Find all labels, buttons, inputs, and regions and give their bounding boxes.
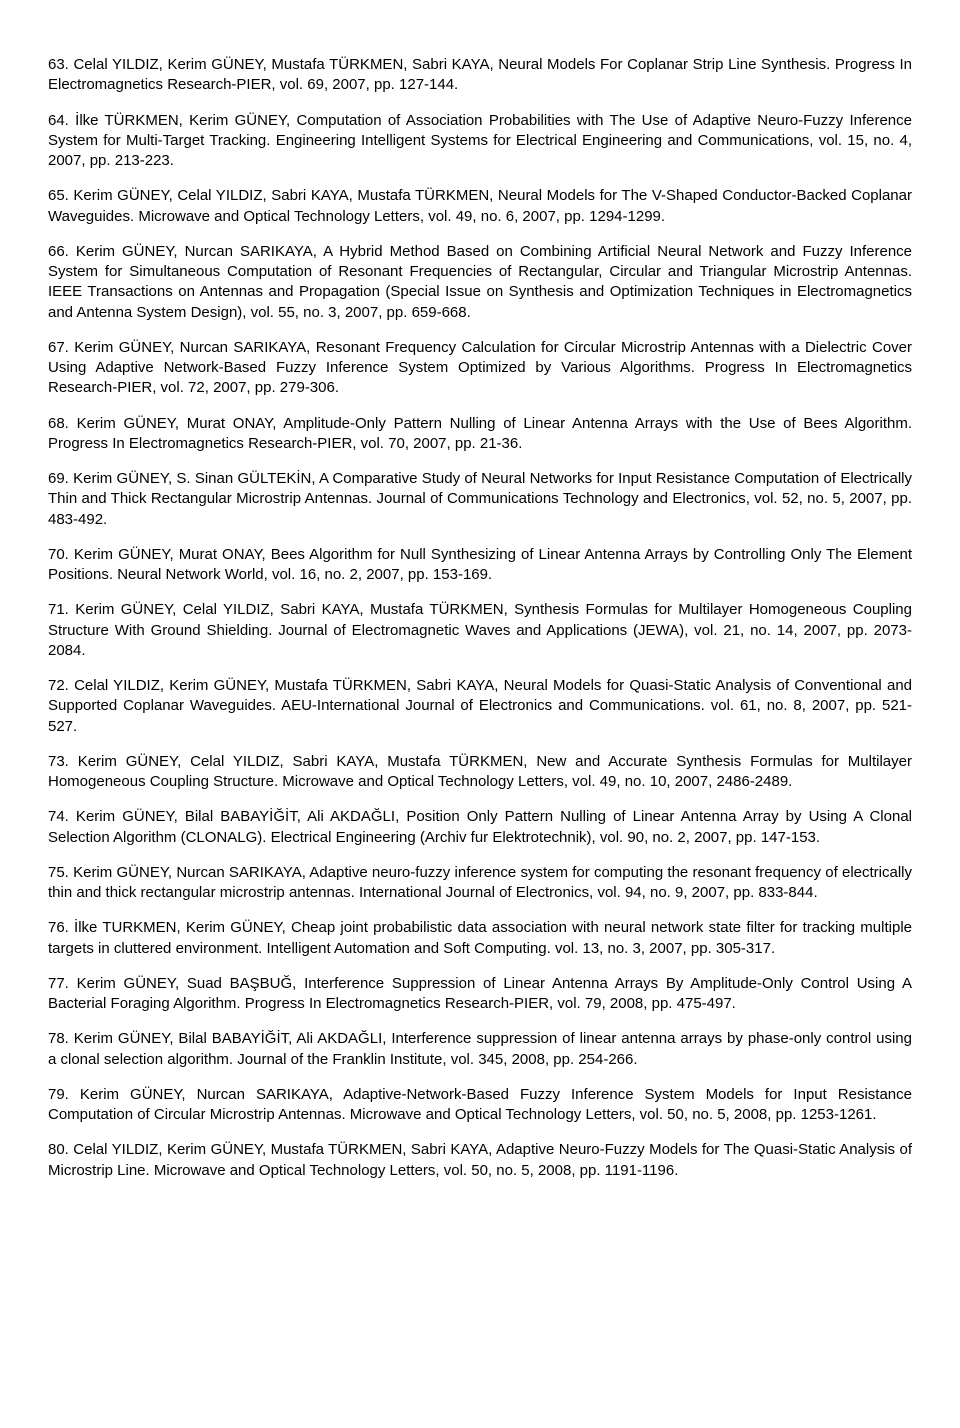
reference-item: 78. Kerim GÜNEY, Bilal BABAYİĞİT, Ali AK… [48,1029,912,1070]
reference-item: 75. Kerim GÜNEY, Nurcan SARIKAYA, Adapti… [48,863,912,904]
reference-item: 63. Celal YILDIZ, Kerim GÜNEY, Mustafa T… [48,55,912,96]
reference-item: 64. İlke TÜRKMEN, Kerim GÜNEY, Computati… [48,111,912,172]
reference-item: 70. Kerim GÜNEY, Murat ONAY, Bees Algori… [48,545,912,586]
reference-item: 73. Kerim GÜNEY, Celal YILDIZ, Sabri KAY… [48,752,912,793]
references-list: 63. Celal YILDIZ, Kerim GÜNEY, Mustafa T… [48,55,912,1181]
reference-item: 72. Celal YILDIZ, Kerim GÜNEY, Mustafa T… [48,676,912,737]
reference-item: 79. Kerim GÜNEY, Nurcan SARIKAYA, Adapti… [48,1085,912,1126]
reference-item: 65. Kerim GÜNEY, Celal YILDIZ, Sabri KAY… [48,186,912,227]
reference-item: 68. Kerim GÜNEY, Murat ONAY, Amplitude-O… [48,414,912,455]
reference-item: 77. Kerim GÜNEY, Suad BAŞBUĞ, Interferen… [48,974,912,1015]
reference-item: 74. Kerim GÜNEY, Bilal BABAYİĞİT, Ali AK… [48,807,912,848]
reference-item: 67. Kerim GÜNEY, Nurcan SARIKAYA, Resona… [48,338,912,399]
reference-item: 66. Kerim GÜNEY, Nurcan SARIKAYA, A Hybr… [48,242,912,323]
reference-item: 76. İlke TURKMEN, Kerim GÜNEY, Cheap joi… [48,918,912,959]
reference-item: 71. Kerim GÜNEY, Celal YILDIZ, Sabri KAY… [48,600,912,661]
reference-item: 80. Celal YILDIZ, Kerim GÜNEY, Mustafa T… [48,1140,912,1181]
reference-item: 69. Kerim GÜNEY, S. Sinan GÜLTEKİN, A Co… [48,469,912,530]
